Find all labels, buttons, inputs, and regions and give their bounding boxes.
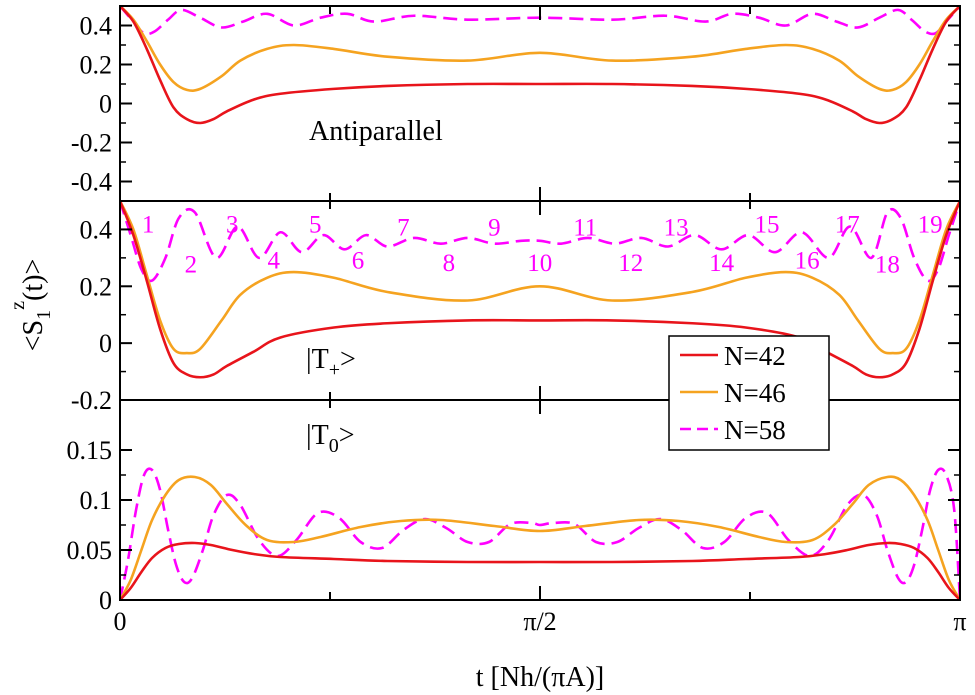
y-tick-label: 0.2 bbox=[80, 51, 113, 80]
peak-label-17: 17 bbox=[835, 212, 860, 239]
y-tick-label: -0.2 bbox=[71, 386, 112, 415]
series-line-n-42-panel-2 bbox=[120, 201, 960, 379]
y-tick-label: -0.4 bbox=[71, 168, 112, 197]
x-tick-label: 0 bbox=[114, 607, 127, 636]
y-tick-label: 0.15 bbox=[67, 436, 113, 465]
y-tick-label: -0.2 bbox=[71, 129, 112, 158]
x-tick-label: π bbox=[953, 607, 966, 636]
peak-label-5: 5 bbox=[309, 212, 322, 239]
y-tick-label: 0.1 bbox=[80, 486, 113, 515]
series-line-n-46-panel-1 bbox=[120, 6, 960, 92]
peak-label-13: 13 bbox=[664, 215, 689, 242]
peak-label-3: 3 bbox=[226, 212, 239, 239]
legend-label-n-42: N=42 bbox=[724, 341, 786, 371]
x-tick-label: π/2 bbox=[523, 607, 556, 636]
legend-label-n-58: N=58 bbox=[724, 415, 786, 445]
peak-label-12: 12 bbox=[618, 250, 643, 277]
series-line-n-46-panel-2 bbox=[120, 201, 960, 355]
peak-label-15: 15 bbox=[755, 212, 780, 239]
legend-label-n-46: N=46 bbox=[724, 378, 786, 408]
peak-label-4: 4 bbox=[267, 247, 280, 274]
panel-label-t-plus: |T+> bbox=[306, 344, 356, 381]
peak-label-1: 1 bbox=[142, 212, 155, 239]
y-tick-label: 0.4 bbox=[80, 12, 113, 41]
peak-label-11: 11 bbox=[573, 215, 597, 242]
y-tick-label: 0.2 bbox=[80, 272, 113, 301]
y-tick-label: 0 bbox=[99, 90, 112, 119]
y-tick-label: 0 bbox=[99, 329, 112, 358]
x-axis-label: t [Nh/(πA)] bbox=[476, 662, 604, 693]
panel-label-antiparallel: Antiparallel bbox=[309, 116, 443, 147]
x-axis-ticks: 0 π/2 π bbox=[114, 607, 967, 636]
legend: N=42 N=46 N=58 bbox=[668, 335, 830, 451]
y-tick-label: 0.4 bbox=[80, 215, 113, 244]
peak-label-18: 18 bbox=[875, 252, 900, 279]
peak-label-16: 16 bbox=[795, 247, 820, 274]
panel-antiparallel: 0.4 0.2 0 -0.2 -0.4 Antiparallel bbox=[71, 6, 961, 201]
peak-label-9: 9 bbox=[488, 215, 501, 242]
series-line-n-58-panel-3 bbox=[120, 467, 960, 600]
plot-frame bbox=[119, 5, 961, 601]
series-line-n-42-panel-3 bbox=[120, 541, 960, 600]
series-line-n-58-panel-2 bbox=[120, 201, 960, 283]
peak-label-6: 6 bbox=[352, 247, 365, 274]
y-axis-label: <S1z(t)> bbox=[7, 259, 55, 351]
peak-label-8: 8 bbox=[443, 250, 456, 277]
panel-label-t-zero: |T0> bbox=[306, 420, 355, 457]
series-line-n-46-panel-3 bbox=[120, 475, 960, 600]
series-line-n-42-panel-1 bbox=[120, 6, 960, 125]
y-tick-label: 0.05 bbox=[67, 536, 113, 565]
y-tick-label: 0 bbox=[99, 586, 112, 615]
peak-label-2: 2 bbox=[185, 252, 198, 279]
peak-label-14: 14 bbox=[709, 250, 735, 277]
peak-label-10: 10 bbox=[527, 250, 552, 277]
peak-label-19: 19 bbox=[918, 212, 943, 239]
peak-label-7: 7 bbox=[397, 215, 410, 242]
